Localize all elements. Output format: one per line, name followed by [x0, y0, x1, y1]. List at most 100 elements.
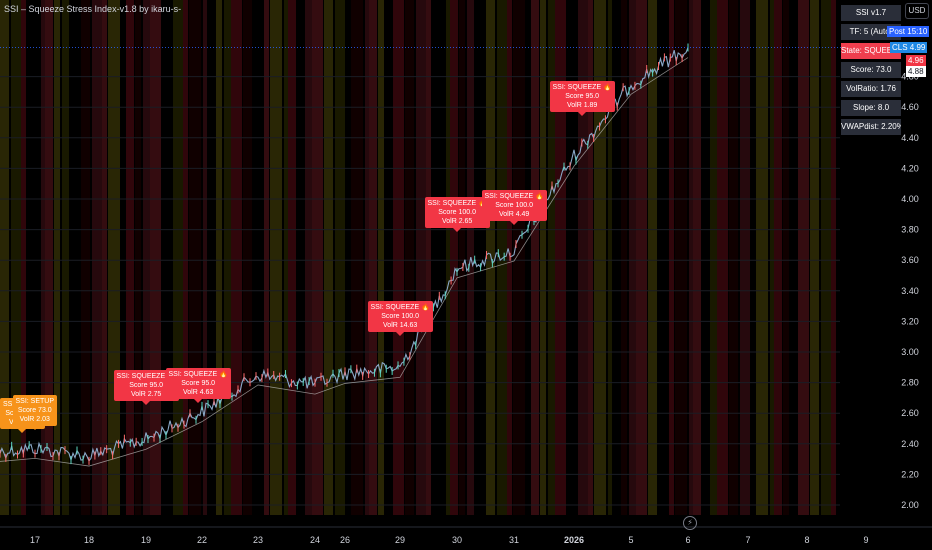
state-band — [231, 0, 242, 515]
state-band — [594, 0, 606, 515]
state-band — [689, 0, 693, 515]
signal-label-line: VolR 1.89 — [566, 101, 598, 109]
state-band — [108, 0, 120, 515]
signal-label-line: Score 100.0 — [495, 202, 534, 210]
state-band — [578, 0, 588, 515]
state-band — [770, 0, 774, 515]
state-band — [636, 0, 647, 515]
state-band — [335, 0, 345, 515]
x-tick-label: 23 — [253, 535, 263, 545]
state-band — [608, 0, 612, 515]
y-tick-label: 2.00 — [901, 500, 919, 510]
post-time: 15:10 — [907, 27, 928, 36]
price-series — [0, 43, 689, 465]
y-tick-label: 2.40 — [901, 439, 919, 449]
state-band — [173, 0, 183, 515]
state-band — [507, 0, 512, 515]
state-band — [693, 0, 701, 515]
state-band — [41, 0, 45, 515]
state-band — [513, 0, 525, 515]
x-tick-label: 6 — [685, 535, 690, 545]
y-tick-label: 3.20 — [901, 316, 919, 326]
y-tick-label: 2.20 — [901, 469, 919, 479]
y-tick-label: 4.40 — [901, 133, 919, 143]
last-price: 4.99 — [909, 43, 926, 52]
state-band — [324, 0, 333, 515]
ssi-status-panel: SSI v1.7 TF: 5 (Auto) State: SQUEEZE Sco… — [841, 5, 901, 138]
signal-label-line: SSI: SETUP — [15, 398, 55, 406]
state-band — [555, 0, 566, 515]
signal-label-line: SSI: SQUEEZE 🔥 — [484, 193, 544, 201]
x-axis: 17 18 19 22 23 24 26 29 30 31 2026 5 6 7 8 9 — [0, 526, 932, 545]
state-band — [783, 0, 789, 515]
signal-label-line: SSI: SQUEEZE 🔥 — [370, 303, 430, 311]
x-tick-label: 24 — [310, 535, 320, 545]
state-band — [126, 0, 134, 515]
state-band — [62, 0, 69, 515]
signal-label-line: Score 73.0 — [17, 407, 52, 415]
state-band — [450, 0, 458, 515]
currency-button[interactable]: USD — [905, 3, 929, 19]
panel-version: SSI v1.7 — [841, 5, 901, 21]
state-band — [365, 0, 369, 515]
state-band — [648, 0, 657, 515]
y-tick-label: 2.80 — [901, 378, 919, 388]
close-label: CLS — [892, 43, 908, 52]
bolt-icon[interactable]: ⚡ — [683, 516, 697, 530]
y-tick-label: 4.20 — [901, 163, 919, 173]
state-band — [312, 0, 323, 515]
signal-label-line: SSI: SQUEEZE 🔥 — [552, 83, 612, 91]
panel-vwapdist: VWAPdist: 2.20% — [841, 119, 901, 135]
y-tick-label: 3.60 — [901, 255, 919, 265]
x-tick-label: 26 — [340, 535, 350, 545]
state-band — [189, 0, 201, 515]
state-band — [102, 0, 107, 515]
signal-label: SSI: SQUEEZE 🔥 Score 95.0 VolR 1.89 — [549, 80, 615, 116]
panel-score: Score: 73.0 — [841, 62, 901, 78]
signal-label-line: VolR 14.63 — [383, 321, 418, 329]
x-tick-label: 9 — [863, 535, 868, 545]
x-tick-label: 18 — [84, 535, 94, 545]
state-band — [183, 0, 188, 515]
signal-label-line: Score 95.0 — [565, 92, 600, 100]
signal-label-line: VolR 4.63 — [182, 389, 214, 397]
signal-label-line: VolR 2.75 — [130, 391, 162, 399]
state-band — [629, 0, 636, 515]
signal-label-line: SSI: SQUEEZE 🔥 — [116, 373, 176, 381]
state-background-bands — [0, 0, 836, 515]
state-band — [540, 0, 546, 515]
white-price-tag: 4.88 — [906, 66, 926, 77]
state-band — [459, 0, 465, 515]
signal-label: SSI: SQUEEZE 🔥 Score 100.0 VolR 4.49 — [481, 190, 547, 226]
vwap-line — [0, 57, 689, 467]
state-band — [669, 0, 674, 515]
y-tick-label: 3.40 — [901, 286, 919, 296]
state-band — [81, 0, 90, 515]
state-band — [203, 0, 207, 515]
state-band — [45, 0, 53, 515]
y-tick-label: 4.60 — [901, 102, 919, 112]
state-band — [497, 0, 507, 515]
signal-label-line: Score 100.0 — [381, 312, 420, 320]
state-band — [264, 0, 269, 515]
y-tick-label: 3.80 — [901, 225, 919, 235]
panel-slope: Slope: 8.0 — [841, 100, 901, 116]
state-band — [710, 0, 717, 515]
y-tick-label: 4.00 — [901, 194, 919, 204]
state-band — [810, 0, 819, 515]
state-band — [284, 0, 288, 515]
state-band — [756, 0, 768, 515]
state-band — [774, 0, 782, 515]
vwap-path — [0, 57, 689, 467]
state-band — [54, 0, 60, 515]
state-band — [288, 0, 296, 515]
x-tick-label: 17 — [30, 535, 40, 545]
state-band — [92, 0, 102, 515]
y-tick-label: 3.00 — [901, 347, 919, 357]
state-band — [150, 0, 161, 515]
x-tick-label: 22 — [197, 535, 207, 545]
post-label: Post — [889, 27, 906, 36]
chart-title: SSI – Squeeze Stress Index-v1.8 by ikaru… — [4, 4, 182, 14]
state-band — [305, 0, 312, 515]
